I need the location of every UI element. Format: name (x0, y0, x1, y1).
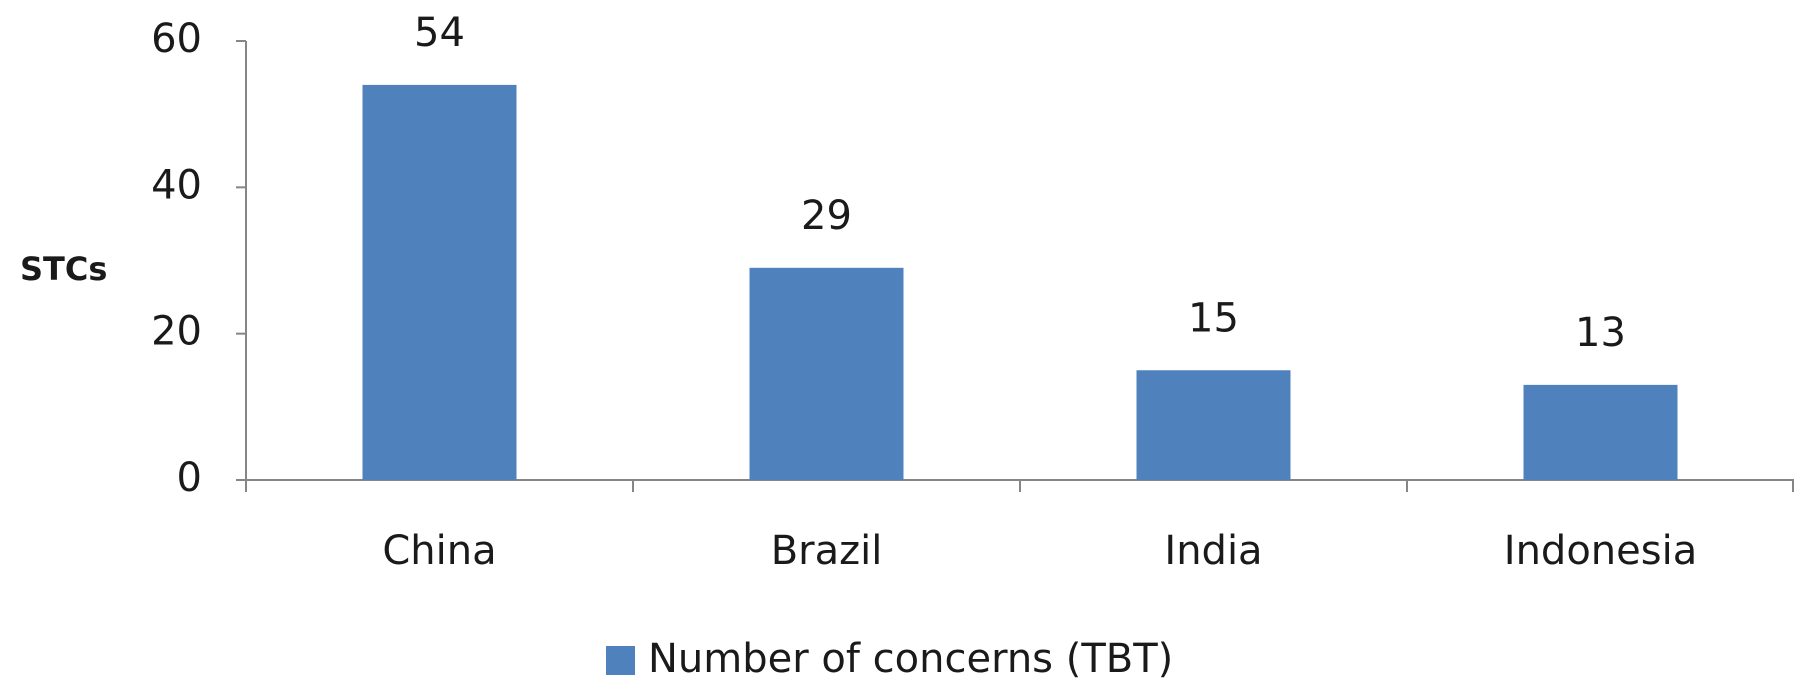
bar (362, 84, 517, 481)
bar (749, 267, 904, 480)
legend-swatch (606, 646, 635, 675)
x-tick-label: Brazil (771, 528, 883, 574)
data-label: 15 (1188, 295, 1239, 341)
x-tick-label: China (382, 528, 496, 574)
legend-label: Number of concerns (TBT) (648, 636, 1173, 682)
bar (1523, 384, 1678, 480)
y-tick-label: 40 (151, 162, 202, 208)
y-tick-label: 60 (151, 16, 202, 62)
x-tick-label: India (1164, 528, 1262, 574)
data-label: 54 (414, 10, 465, 56)
y-tick-label: 0 (177, 455, 202, 501)
y-tick-label: 20 (151, 309, 202, 355)
data-label: 29 (801, 193, 852, 239)
bar (1136, 370, 1291, 480)
x-tick-label: Indonesia (1504, 528, 1697, 574)
y-axis-label: STCs (20, 250, 107, 288)
data-label: 13 (1575, 310, 1626, 356)
